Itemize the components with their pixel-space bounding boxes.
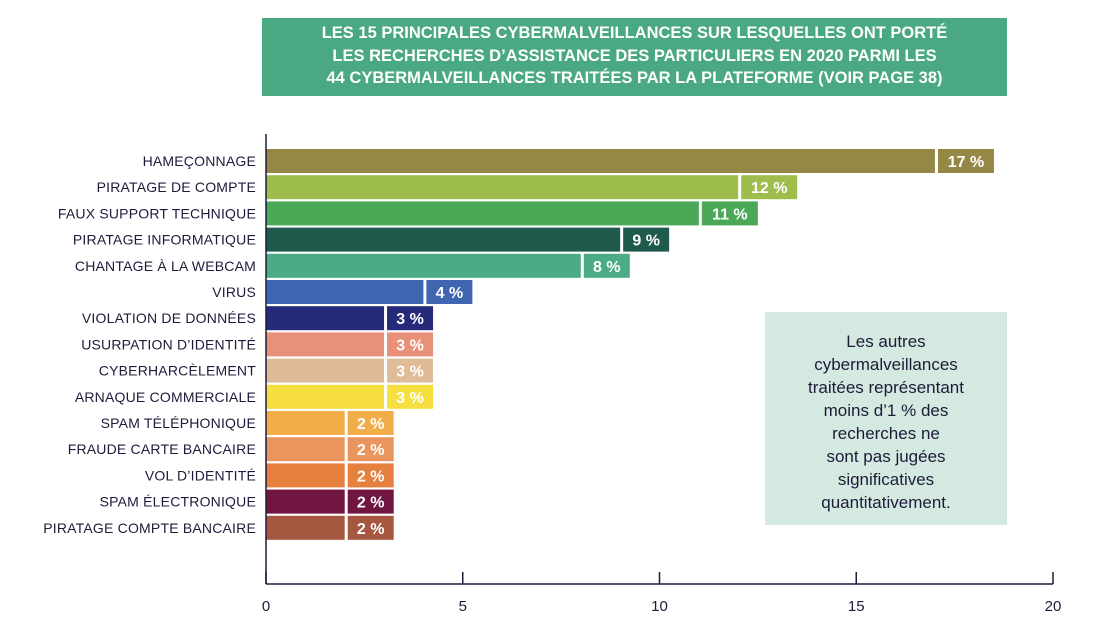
value-label-10: 3 % — [396, 390, 424, 407]
bar-13 — [266, 463, 345, 488]
bar-2 — [266, 175, 739, 200]
bar-10 — [266, 384, 385, 409]
bar-8 — [266, 332, 385, 357]
category-label-1: HAMEÇONNAGE — [143, 153, 256, 169]
category-label-9: CYBERHARCÈLEMENT — [99, 363, 256, 379]
category-label-6: VIRUS — [212, 284, 256, 300]
note-line-4: moins d’1 % des — [823, 401, 949, 420]
note-line-5: recherches ne — [832, 424, 940, 443]
value-label-9: 3 % — [396, 364, 424, 381]
value-label-2: 12 % — [751, 180, 787, 197]
value-box-7 — [387, 306, 434, 331]
category-label-12: FRAUDE CARTE BANCAIRE — [68, 441, 256, 457]
value-label-4: 9 % — [632, 233, 660, 250]
title-line-1: LES 15 PRINCIPALES CYBERMALVEILLANCES SU… — [321, 24, 948, 42]
bar-5 — [266, 253, 581, 278]
value-label-7: 3 % — [396, 311, 424, 328]
note-line-2: cybermalveillances — [814, 355, 958, 374]
value-box-6 — [426, 280, 473, 304]
category-label-3: FAUX SUPPORT TECHNIQUE — [58, 205, 256, 221]
bar-14 — [266, 489, 345, 514]
bar-9 — [266, 358, 385, 383]
title-line-2: LES RECHERCHES D’ASSISTANCE DES PARTICUL… — [332, 46, 937, 65]
category-label-7: VIOLATION DE DONNÉES — [82, 310, 256, 326]
category-label-11: SPAM TÉLÉPHONIQUE — [101, 415, 256, 431]
x-tick-label-4: 15 — [848, 598, 865, 615]
value-label-11: 2 % — [357, 416, 385, 433]
note-line-3: traitées représentant — [808, 378, 964, 397]
category-label-15: PIRATAGE COMPTE BANCAIRE — [43, 520, 256, 536]
value-box-3 — [701, 201, 758, 226]
value-box-1 — [937, 149, 994, 173]
category-label-5: CHANTAGE À LA WEBCAM — [75, 258, 256, 274]
title-line-3: 44 CYBERMALVEILLANCES TRAITÉES PAR LA PL… — [326, 69, 943, 87]
bar-7 — [266, 306, 385, 331]
category-label-2: PIRATAGE DE COMPTE — [97, 179, 256, 195]
x-tick-label-3: 10 — [651, 598, 668, 615]
value-box-8 — [387, 332, 434, 357]
value-label-1: 17 % — [948, 154, 984, 171]
value-label-12: 2 % — [357, 442, 385, 459]
note-line-6: sont pas jugées — [826, 447, 946, 466]
value-box-13 — [347, 463, 394, 488]
note-line-1: Les autres — [846, 332, 926, 351]
bar-11 — [266, 411, 345, 435]
note-line-7: significatives — [837, 470, 935, 489]
chart-title: LES 15 PRINCIPALES CYBERMALVEILLANCES SU… — [262, 18, 1007, 96]
bar-3 — [266, 201, 699, 226]
value-box-9 — [387, 358, 434, 383]
note-box: Les autres cybermalveillances traitées r… — [765, 312, 1007, 525]
value-label-15: 2 % — [357, 521, 385, 538]
value-box-10 — [387, 384, 434, 409]
bars-layer: HAMEÇONNAGE 17 % PIRATAGE DE COMPTE 12 % FAU… — [43, 149, 994, 540]
value-box-4 — [623, 227, 670, 252]
note-line-8: quantitativement. — [821, 493, 951, 512]
x-tick-label-5: 20 — [1045, 598, 1062, 615]
x-tick-label-2: 5 — [459, 598, 467, 615]
value-box-14 — [347, 489, 394, 514]
category-label-8: USURPATION D’IDENTITÉ — [81, 336, 256, 352]
value-label-14: 2 % — [357, 495, 385, 512]
value-box-2 — [741, 175, 798, 200]
value-box-11 — [347, 411, 394, 435]
value-label-8: 3 % — [396, 337, 424, 354]
bar-1 — [266, 149, 935, 173]
bar-15 — [266, 515, 345, 540]
bar-6 — [266, 280, 424, 304]
axis-layer: 0 5 10 15 20 — [262, 134, 1062, 615]
bar-12 — [266, 437, 345, 462]
value-box-15 — [347, 515, 394, 540]
bar-4 — [266, 227, 621, 252]
value-box-5 — [583, 253, 630, 278]
value-label-13: 2 % — [357, 468, 385, 485]
category-label-14: SPAM ÉLECTRONIQUE — [100, 494, 256, 510]
category-label-13: VOL D’IDENTITÉ — [145, 467, 256, 483]
category-label-4: PIRATAGE INFORMATIQUE — [73, 232, 256, 248]
value-label-6: 4 % — [436, 285, 464, 302]
value-label-3: 11 % — [712, 206, 748, 223]
x-tick-label-1: 0 — [262, 598, 270, 615]
value-box-12 — [347, 437, 394, 462]
value-label-5: 8 % — [593, 259, 621, 276]
category-label-10: ARNAQUE COMMERCIALE — [75, 389, 256, 405]
